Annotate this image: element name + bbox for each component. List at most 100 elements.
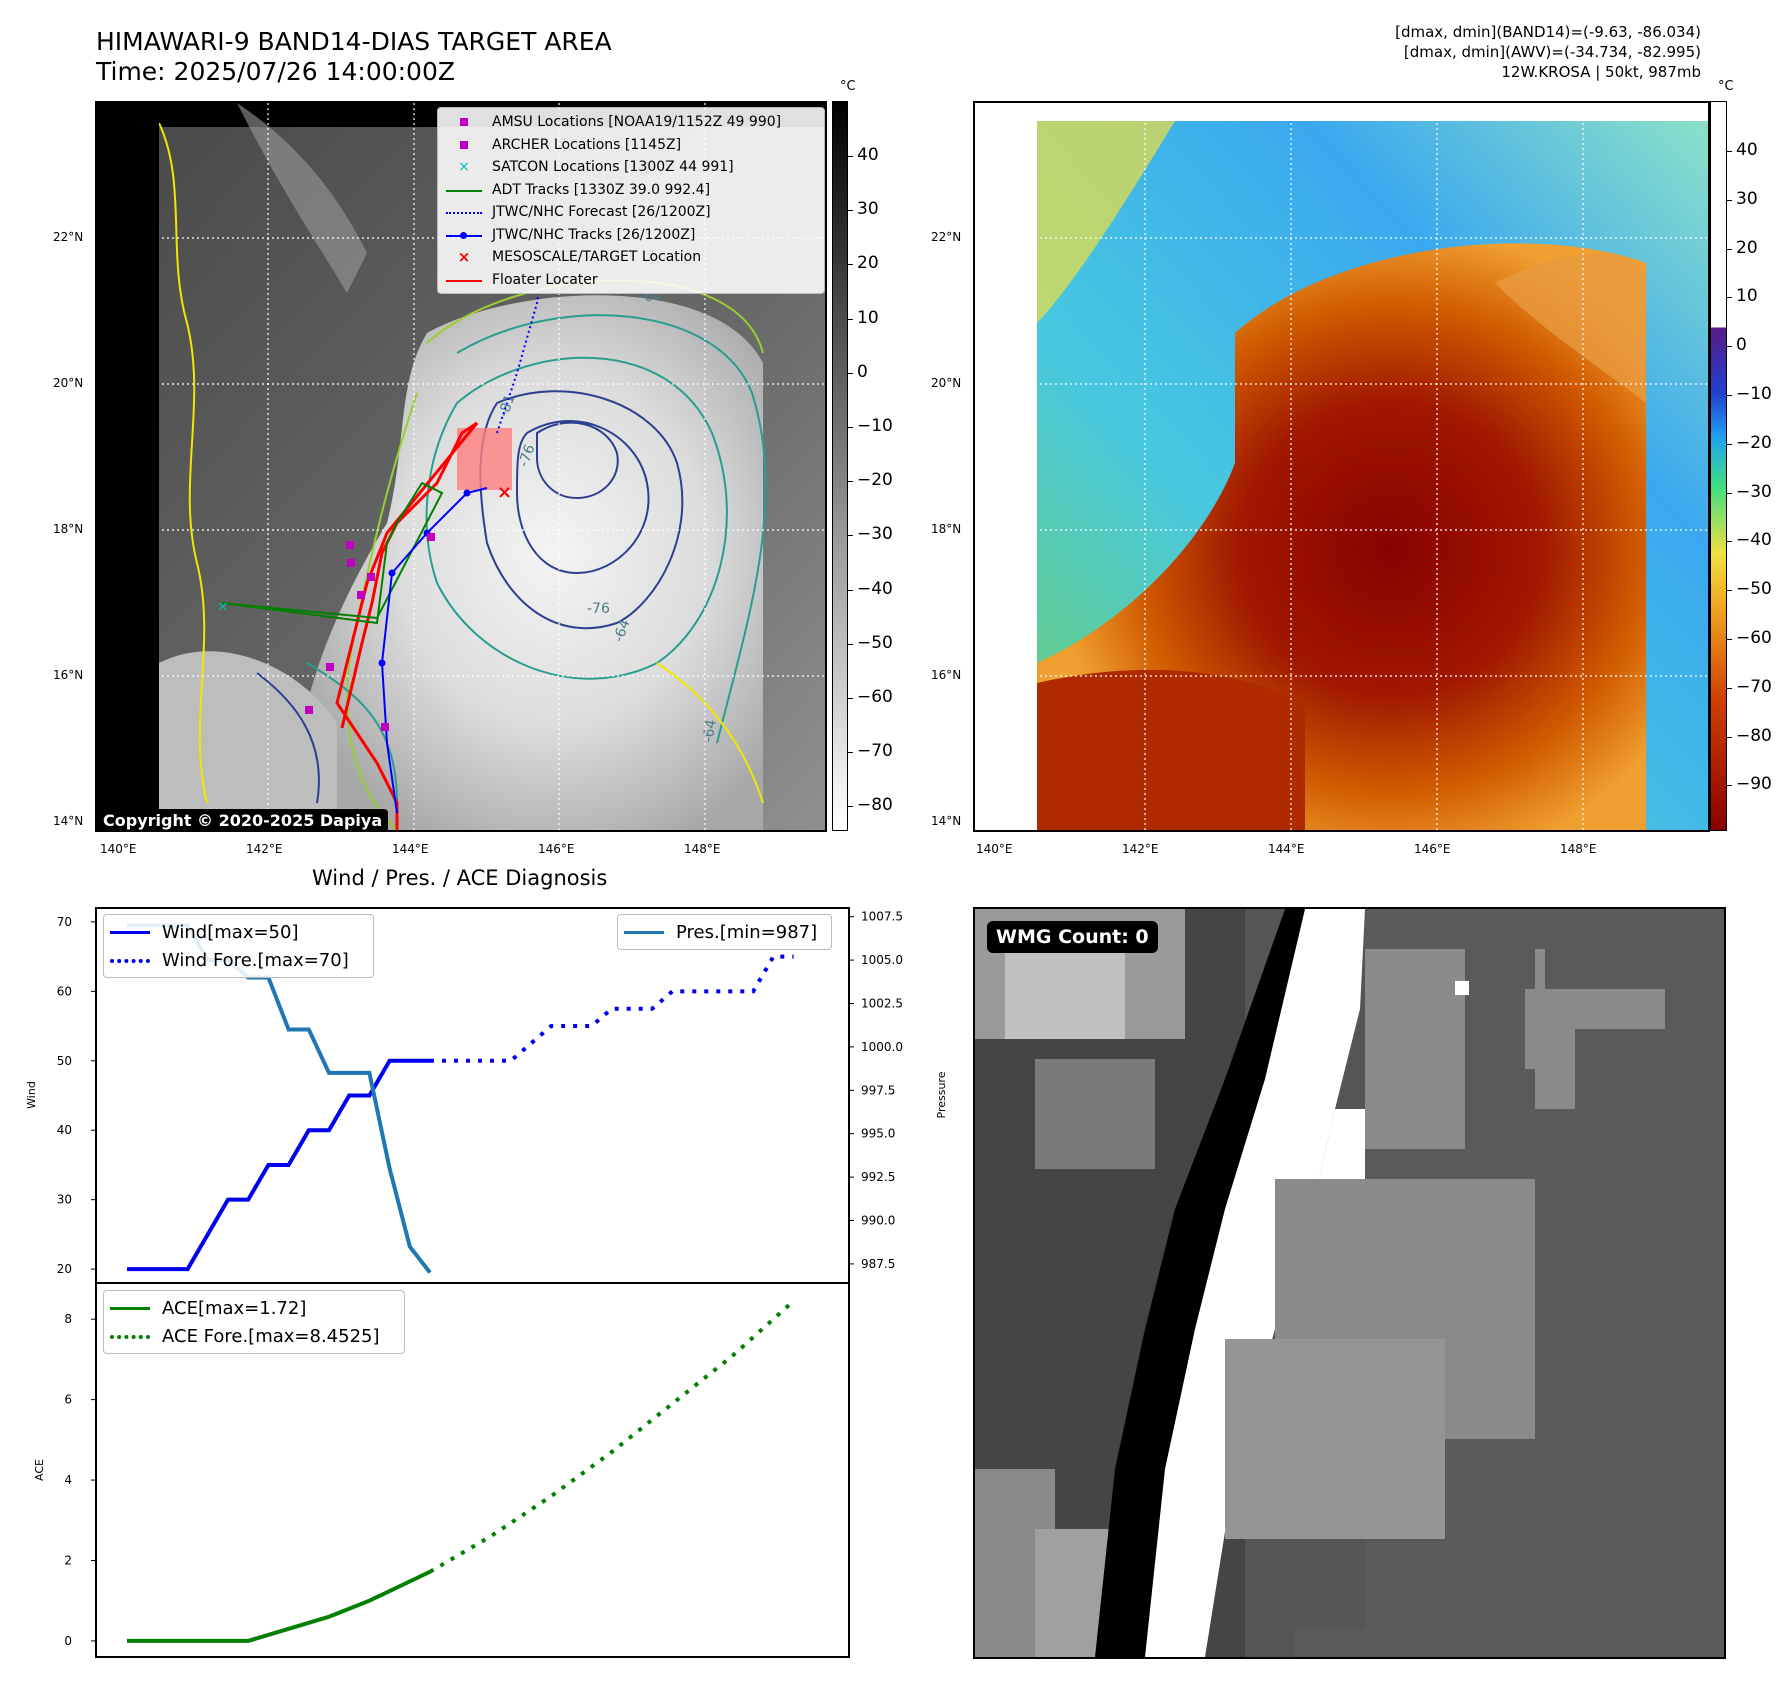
contour-label: -81 xyxy=(496,392,519,419)
lon-tick: 142°E xyxy=(1122,842,1159,856)
wind-ylabel: Wind xyxy=(25,1081,38,1109)
colorbar-tick-mark xyxy=(1727,199,1732,201)
legend-item: Wind Fore.[max=70] xyxy=(110,946,367,974)
colorbar-tick-mark xyxy=(848,372,853,374)
y-tick-label: 50 xyxy=(57,1054,72,1068)
contour-label: -76 xyxy=(587,601,610,617)
series-line xyxy=(428,1299,795,1574)
y-tick-label: 70 xyxy=(57,915,72,929)
legend-item: ACE[max=1.72] xyxy=(110,1294,398,1322)
legend-item: ADT Tracks [1330Z 39.0 992.4] xyxy=(444,179,818,202)
legend-item: AMSU Locations [NOAA19/1152Z 49 990] xyxy=(444,111,818,134)
colorbar-tick-mark xyxy=(1727,443,1732,445)
contour-label: -64 xyxy=(611,617,634,644)
y-tick-label: 1005.0 xyxy=(861,953,903,967)
colorbar-tick-label: −30 xyxy=(1736,481,1772,502)
colorbar-tick-label: −70 xyxy=(1736,676,1772,697)
colorbar-tick-label: −20 xyxy=(1736,432,1772,453)
y-tick-label: 1002.5 xyxy=(861,996,903,1010)
legend-item: × MESOSCALE/TARGET Location xyxy=(457,248,702,267)
colorbar-tick-mark xyxy=(848,698,853,699)
wmg-imagery xyxy=(975,909,1724,1657)
colorbar-tick-label: 30 xyxy=(857,199,879,220)
wmg-count-badge: WMG Count: 0 xyxy=(987,921,1158,953)
y-tick-label: 997.5 xyxy=(861,1083,895,1097)
colorbar-tick-mark xyxy=(1727,346,1732,348)
y-tick-label: 6 xyxy=(64,1393,72,1407)
colorbar-tick-mark xyxy=(1727,297,1732,299)
svg-text:×: × xyxy=(217,599,229,615)
lat-tick: 14°N xyxy=(931,814,962,828)
lon-tick: 140°E xyxy=(100,842,137,856)
ace-legend: ACE[max=1.72] ACE Fore.[max=8.4525] xyxy=(103,1290,405,1354)
y-tick-label: 995.0 xyxy=(861,1127,895,1141)
colorbar-tick-mark xyxy=(848,643,853,645)
y-tick-label: 8 xyxy=(64,1312,72,1326)
colorbar-tick-mark xyxy=(848,806,853,808)
colorbar-tick-mark xyxy=(1727,785,1732,787)
colorbar-tick-label: 10 xyxy=(857,307,879,328)
colorbar-tick-label: 0 xyxy=(1736,335,1747,356)
colorbar-tick-label: 20 xyxy=(857,253,879,274)
colorbar-tick-mark xyxy=(848,318,853,320)
y-tick-label: 2 xyxy=(64,1553,72,1567)
colorbar-tick-label: 0 xyxy=(857,361,868,382)
series-line xyxy=(430,954,794,1063)
y-tick-label: 1000.0 xyxy=(861,1040,903,1054)
wind-legend: Wind[max=50] Wind Fore.[max=70] xyxy=(103,914,374,978)
colorbar-tick-label: −60 xyxy=(1736,628,1772,648)
lon-tick: 144°E xyxy=(1268,842,1305,856)
lon-tick: 148°E xyxy=(1560,842,1597,856)
y-tick-label: 990.0 xyxy=(861,1214,895,1228)
colorbar-tick-mark xyxy=(848,481,853,483)
colorbar-tick-mark xyxy=(1727,736,1732,738)
lon-tick: 142°E xyxy=(246,842,283,856)
colorbar-tick-label: 30 xyxy=(1736,188,1758,209)
lon-tick: 144°E xyxy=(392,842,429,856)
colorbar-tick-mark xyxy=(848,156,853,157)
colorbar-tick-label: −50 xyxy=(857,632,893,653)
series-line xyxy=(127,1569,431,1643)
colorbar-tick-mark xyxy=(848,752,853,754)
chart-title: HIMAWARI-9 BAND14-DIAS TARGET AREA xyxy=(96,27,612,56)
lat-tick: 14°N xyxy=(53,814,84,828)
lat-tick: 20°N xyxy=(931,376,962,390)
colorbar-tick-mark xyxy=(1727,687,1732,689)
colorbar-tick-label: −80 xyxy=(857,795,893,816)
colorbar-tick-mark xyxy=(1727,590,1732,592)
legend-item: JTWC/NHC Forecast [26/1200Z] xyxy=(444,201,818,224)
colorbar-tick-mark xyxy=(1727,248,1732,250)
colorbar-tick-mark xyxy=(1727,541,1732,543)
map-legend: AMSU Locations [NOAA19/1152Z 49 990] ARC… xyxy=(437,107,825,294)
diagnosis-title: Wind / Pres. / ACE Diagnosis xyxy=(312,866,608,890)
legend-item: × SATCON Locations [1300Z 44 991] xyxy=(458,159,734,176)
colorbar-tick-mark xyxy=(1727,639,1732,640)
lat-tick: 22°N xyxy=(53,230,84,244)
colorbar-tick-mark xyxy=(1727,395,1732,396)
info-storm: 12W.KROSA | 50kt, 987mb xyxy=(1501,63,1701,81)
colorbar-unit-left: °C xyxy=(840,79,856,94)
colorbar-tick-label: −90 xyxy=(1736,774,1772,795)
contour-label: -76 xyxy=(516,442,539,469)
colorbar-tick-label: −10 xyxy=(1736,384,1772,404)
lat-tick: 18°N xyxy=(53,522,84,536)
colorbar-tick-mark xyxy=(1727,151,1732,152)
legend-item: ARCHER Locations [1145Z] xyxy=(444,134,818,157)
lat-tick: 16°N xyxy=(931,668,962,682)
y-tick-label: 30 xyxy=(57,1193,72,1207)
colorbar-tick-label: −40 xyxy=(857,578,893,599)
colorbar-tick-label: −10 xyxy=(857,416,893,436)
y-tick-label: 60 xyxy=(57,984,72,998)
colorbar-left xyxy=(832,101,848,831)
ace-ylabel: ACE xyxy=(33,1459,46,1481)
colorbar-tick-label: −20 xyxy=(857,470,893,491)
legend-item: ACE Fore.[max=8.4525] xyxy=(110,1322,398,1350)
lat-tick: 22°N xyxy=(931,230,962,244)
svg-text:×: × xyxy=(497,482,512,503)
lat-tick: 16°N xyxy=(53,668,84,682)
colorbar-unit-right: °C xyxy=(1718,79,1734,94)
colorbar-tick-mark xyxy=(1727,492,1732,494)
y-tick-label: 40 xyxy=(57,1123,72,1137)
colorbar-tick-label: 40 xyxy=(857,145,879,165)
